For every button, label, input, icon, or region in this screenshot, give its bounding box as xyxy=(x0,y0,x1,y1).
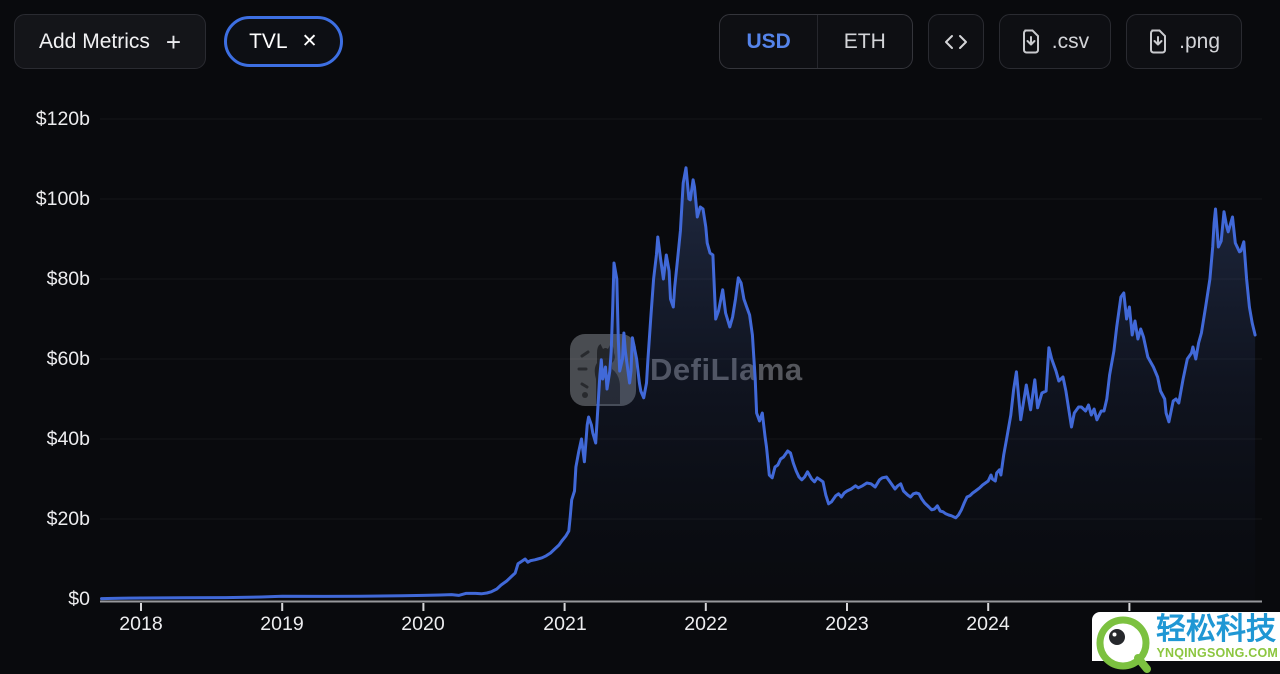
currency-option-eth[interactable]: ETH xyxy=(816,15,912,68)
y-axis-label: $0 xyxy=(68,588,90,610)
png-download-label: .png xyxy=(1179,29,1220,53)
add-metrics-button[interactable]: Add Metrics + xyxy=(14,14,207,69)
csv-download-button[interactable]: .csv xyxy=(998,14,1112,69)
site-watermark-logo-icon xyxy=(1096,616,1151,673)
site-watermark-title: 轻松科技 xyxy=(1156,613,1276,646)
file-download-icon xyxy=(1022,29,1039,54)
y-axis-label: $100b xyxy=(35,188,90,210)
y-axis-label: $60b xyxy=(46,348,90,370)
y-axis-label: $120b xyxy=(35,108,90,130)
plus-icon: + xyxy=(165,26,182,57)
y-axis-label: $80b xyxy=(46,268,90,290)
tvl-chip-label: TVL xyxy=(249,29,288,53)
x-axis-label: 2022 xyxy=(684,613,728,635)
file-download-icon xyxy=(1150,29,1167,54)
currency-option-usd[interactable]: USD xyxy=(746,29,791,53)
add-metrics-label: Add Metrics xyxy=(39,29,150,53)
close-icon[interactable]: ✕ xyxy=(301,31,318,52)
png-download-button[interactable]: .png xyxy=(1126,14,1242,69)
x-axis-label: 2020 xyxy=(401,613,445,635)
x-axis-label: 2021 xyxy=(543,613,587,635)
x-axis-label: 2024 xyxy=(966,613,1010,635)
csv-download-label: .csv xyxy=(1051,29,1090,53)
toolbar-left: Add Metrics + TVL ✕ xyxy=(14,14,343,69)
embed-code-button[interactable] xyxy=(927,14,984,69)
toolbar-right: USD ETH .csv .png xyxy=(719,14,1242,69)
x-axis-label: 2019 xyxy=(260,613,304,635)
x-axis-label: 2023 xyxy=(825,613,869,635)
tvl-metric-chip[interactable]: TVL ✕ xyxy=(224,16,343,67)
site-watermark: 轻松科技 YNQINGSONG.COM xyxy=(1092,612,1280,673)
y-axis-label: $40b xyxy=(46,428,90,450)
code-icon xyxy=(944,34,967,49)
currency-toggle: USD ETH xyxy=(719,14,913,69)
x-axis-label: 2018 xyxy=(119,613,163,635)
y-axis-label: $20b xyxy=(46,508,90,530)
site-watermark-subtitle: YNQINGSONG.COM xyxy=(1156,646,1278,660)
